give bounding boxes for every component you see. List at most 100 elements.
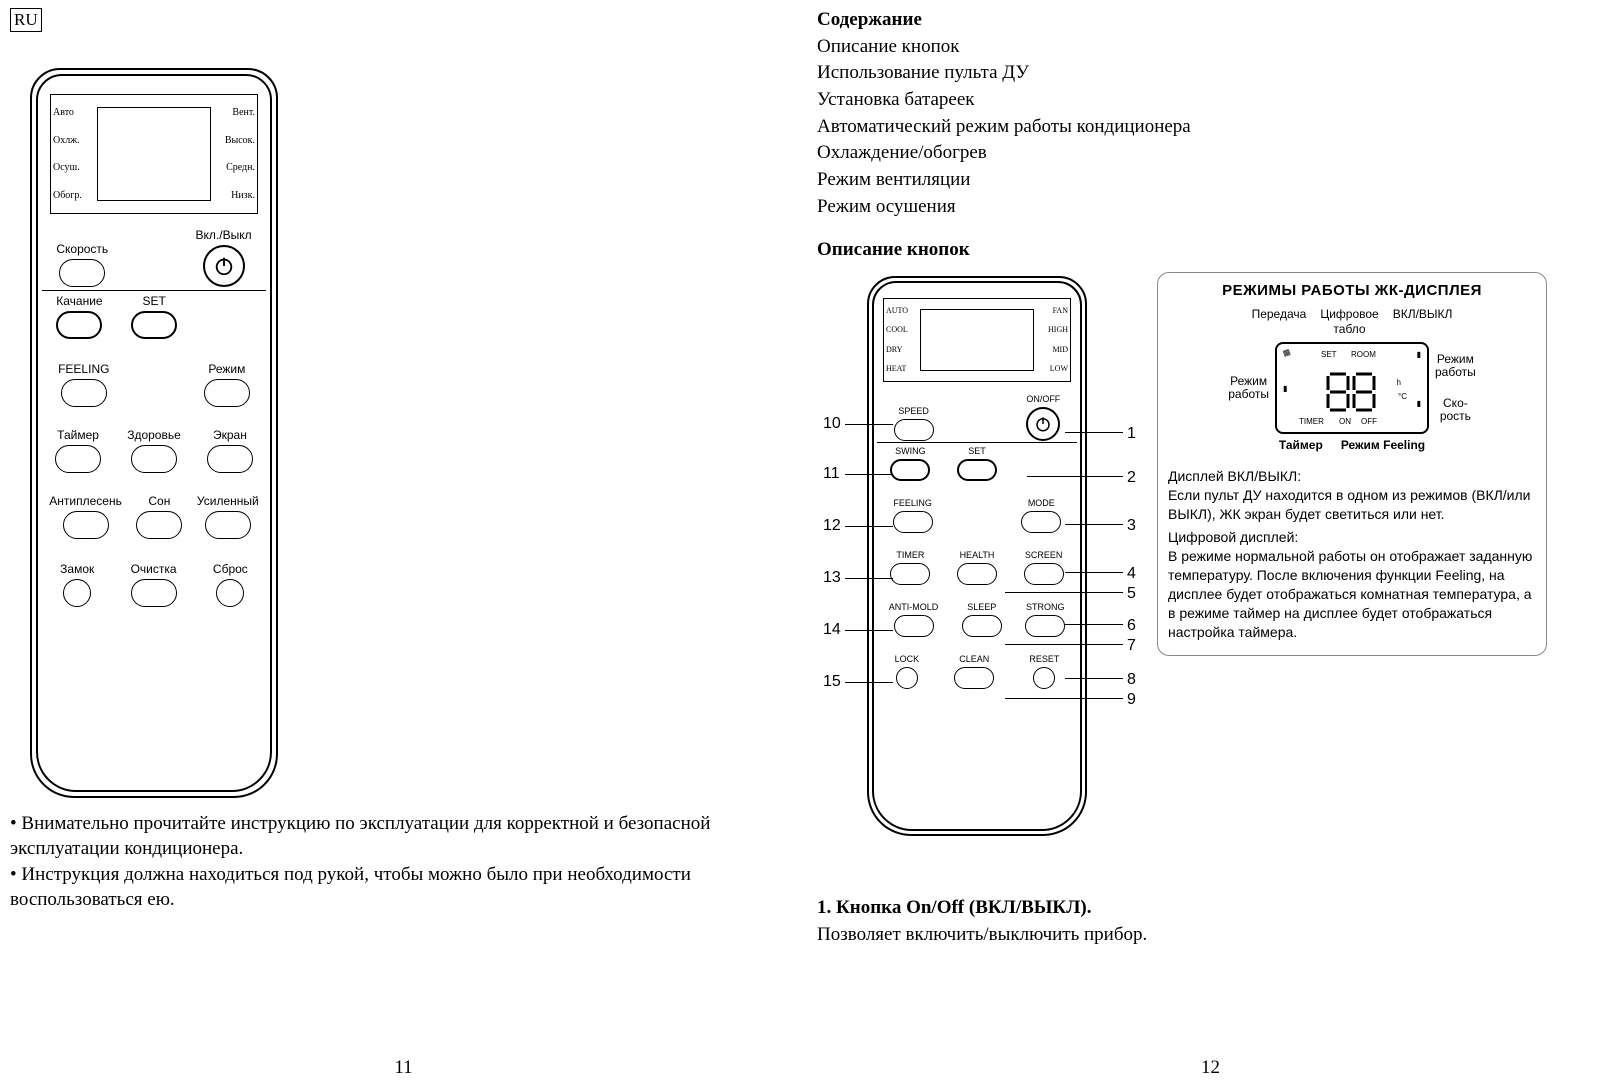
callout-7: 7: [1127, 636, 1136, 657]
lcd-title: РЕЖИМЫ РАБОТЫ ЖК-ДИСПЛЕЯ: [1168, 281, 1536, 301]
lock-button: Замок: [60, 562, 94, 607]
lcd-screen-graphic: ▦ SET ROOM ▮ h °C ▮ ▮ TIMER ON OFF: [1275, 342, 1429, 434]
strong-oval-icon: [205, 511, 251, 539]
lcd-mode-dry: Осуш.: [53, 161, 93, 174]
r2-timer-icon: [890, 563, 930, 585]
r2-onoff-button: ON/OFF: [1026, 394, 1060, 441]
left-caution-block: • Внимательно прочитайте инструкцию по э…: [10, 812, 797, 913]
power-icon: [203, 245, 245, 287]
lcd-side-right-top: Режим работы: [1435, 353, 1476, 379]
r2-timer-button: TIMER: [890, 550, 930, 585]
lock-circle-icon: [63, 579, 91, 607]
set-label: SET: [142, 294, 165, 310]
callout-4: 4: [1127, 564, 1136, 585]
reset-button: Сброс: [213, 562, 248, 607]
button1-heading: 1. Кнопка On/Off (ВКЛ/ВЫКЛ).: [817, 896, 1604, 921]
r2-mode-label: MODE: [1028, 498, 1055, 510]
lcd-top-digital: Цифровое табло: [1320, 307, 1378, 338]
contents-item-4: Автоматический режим работы кондиционера: [817, 115, 1604, 140]
lcd-mode-bar-left: ▮: [1283, 384, 1287, 394]
r2-antimold-button: ANTI-MOLD: [889, 602, 939, 637]
r2-low: LOW: [1038, 364, 1068, 374]
section-title: Описание кнопок: [817, 238, 1604, 263]
lcd-h: h: [1397, 378, 1401, 388]
callout-11: 11: [823, 464, 840, 485]
remote-illustration-en: AUTO COOL DRY HEAT FAN HIGH MID LOW SPEE…: [867, 276, 1087, 836]
caution-1: • Внимательно прочитайте инструкцию по э…: [10, 812, 797, 861]
lcd-room: ROOM: [1351, 350, 1376, 360]
contents-item-6: Режим вентиляции: [817, 168, 1604, 193]
contents-item-3: Установка батареек: [817, 88, 1604, 113]
r2-antimold-label: ANTI-MOLD: [889, 602, 939, 614]
strong-button: Усиленный: [197, 494, 259, 539]
onoff-button: Вкл./Выкл: [196, 228, 252, 287]
lcd-desc-h2: Цифровой дисплей:: [1168, 528, 1536, 547]
clean-label: Очистка: [131, 562, 177, 578]
callout-3: 3: [1127, 516, 1136, 537]
timer-label: Таймер: [57, 428, 99, 444]
health-oval-icon: [131, 445, 177, 473]
r2-mode-button: MODE: [1021, 498, 1061, 533]
lcd-c: °C: [1398, 392, 1407, 402]
screen-oval-icon: [207, 445, 253, 473]
lcd-on: ON: [1339, 417, 1351, 427]
r2-set-button: SET: [957, 446, 997, 481]
callout-10: 10: [823, 414, 841, 435]
set-oval-icon: [131, 311, 177, 339]
r2-strong-button: STRONG: [1025, 602, 1065, 637]
remote2-lcd-left: AUTO COOL DRY HEAT: [884, 299, 918, 381]
r2-sleep-button: SLEEP: [962, 602, 1002, 637]
feeling-button: FEELING: [58, 362, 109, 407]
antimold-oval-icon: [63, 511, 109, 539]
button-diagram: AUTO COOL DRY HEAT FAN HIGH MID LOW SPEE…: [817, 272, 1547, 882]
lcd-high: Высок.: [215, 134, 255, 147]
lcd-low: Низк.: [215, 189, 255, 202]
swing-label: Качание: [56, 294, 102, 310]
lead-5: [1005, 592, 1123, 593]
lcd-digit-area: [97, 107, 211, 201]
lcd-mode-auto: Авто: [53, 106, 93, 119]
r2-strong-label: STRONG: [1026, 602, 1065, 614]
remote2-lcd-right: FAN HIGH MID LOW: [1036, 299, 1070, 381]
r2-onoff-label: ON/OFF: [1026, 394, 1060, 406]
reset-label: Сброс: [213, 562, 248, 578]
button1-text: Позволяет включить/выключить прибор.: [817, 923, 1604, 948]
lead-14: [845, 630, 893, 631]
contents-item-7: Режим осушения: [817, 195, 1604, 220]
r2-lock-icon: [896, 667, 918, 689]
remote-lcd: Авто Охлж. Осуш. Обогр. Вент. Высок. Сре…: [50, 94, 258, 214]
r2-speed-label: SPEED: [898, 406, 929, 418]
r2-screen-button: SCREEN: [1024, 550, 1064, 585]
callout-12: 12: [823, 516, 841, 537]
r2-screen-icon: [1024, 563, 1064, 585]
remote2-lcd: AUTO COOL DRY HEAT FAN HIGH MID LOW: [883, 298, 1071, 382]
lcd-desc-p2: В режиме нормальной работы он отображает…: [1168, 547, 1536, 641]
lead-8: [1065, 678, 1123, 679]
r2-speed-icon: [894, 419, 934, 441]
lead-1: [1065, 432, 1123, 433]
lead-4: [1065, 572, 1123, 573]
lcd-bottom-timer: Таймер: [1279, 438, 1323, 454]
lock-label: Замок: [60, 562, 94, 578]
r2-clean-icon: [954, 667, 994, 689]
r2-swing-button: SWING: [890, 446, 930, 481]
r2-feeling-icon: [893, 511, 933, 533]
r2-sleep-icon: [962, 615, 1002, 637]
callout-13: 13: [823, 568, 841, 589]
r2-power-icon: [1026, 407, 1060, 441]
lead-15: [845, 682, 893, 683]
remote2-buttons: SPEED ON/OFF SWING: [877, 394, 1077, 820]
health-button: Здоровье: [127, 428, 181, 473]
lcd-set: SET: [1321, 350, 1337, 360]
page-12: Содержание Описание кнопок Использование…: [807, 0, 1614, 1087]
callout-8: 8: [1127, 670, 1136, 691]
page-number-12: 12: [1201, 1056, 1220, 1081]
r2-clean-label: CLEAN: [959, 654, 989, 666]
lead-11: [845, 474, 893, 475]
remote-buttons: Скорость Вкл./Выкл Качание: [42, 228, 266, 780]
remote2-lcd-inner: [920, 309, 1034, 371]
lcd-side-left-label: Режим работы: [1228, 375, 1269, 401]
timer-button: Таймер: [55, 428, 101, 473]
lcd-tx-icon: ▦: [1281, 347, 1292, 359]
mode-button: Режим: [204, 362, 250, 407]
